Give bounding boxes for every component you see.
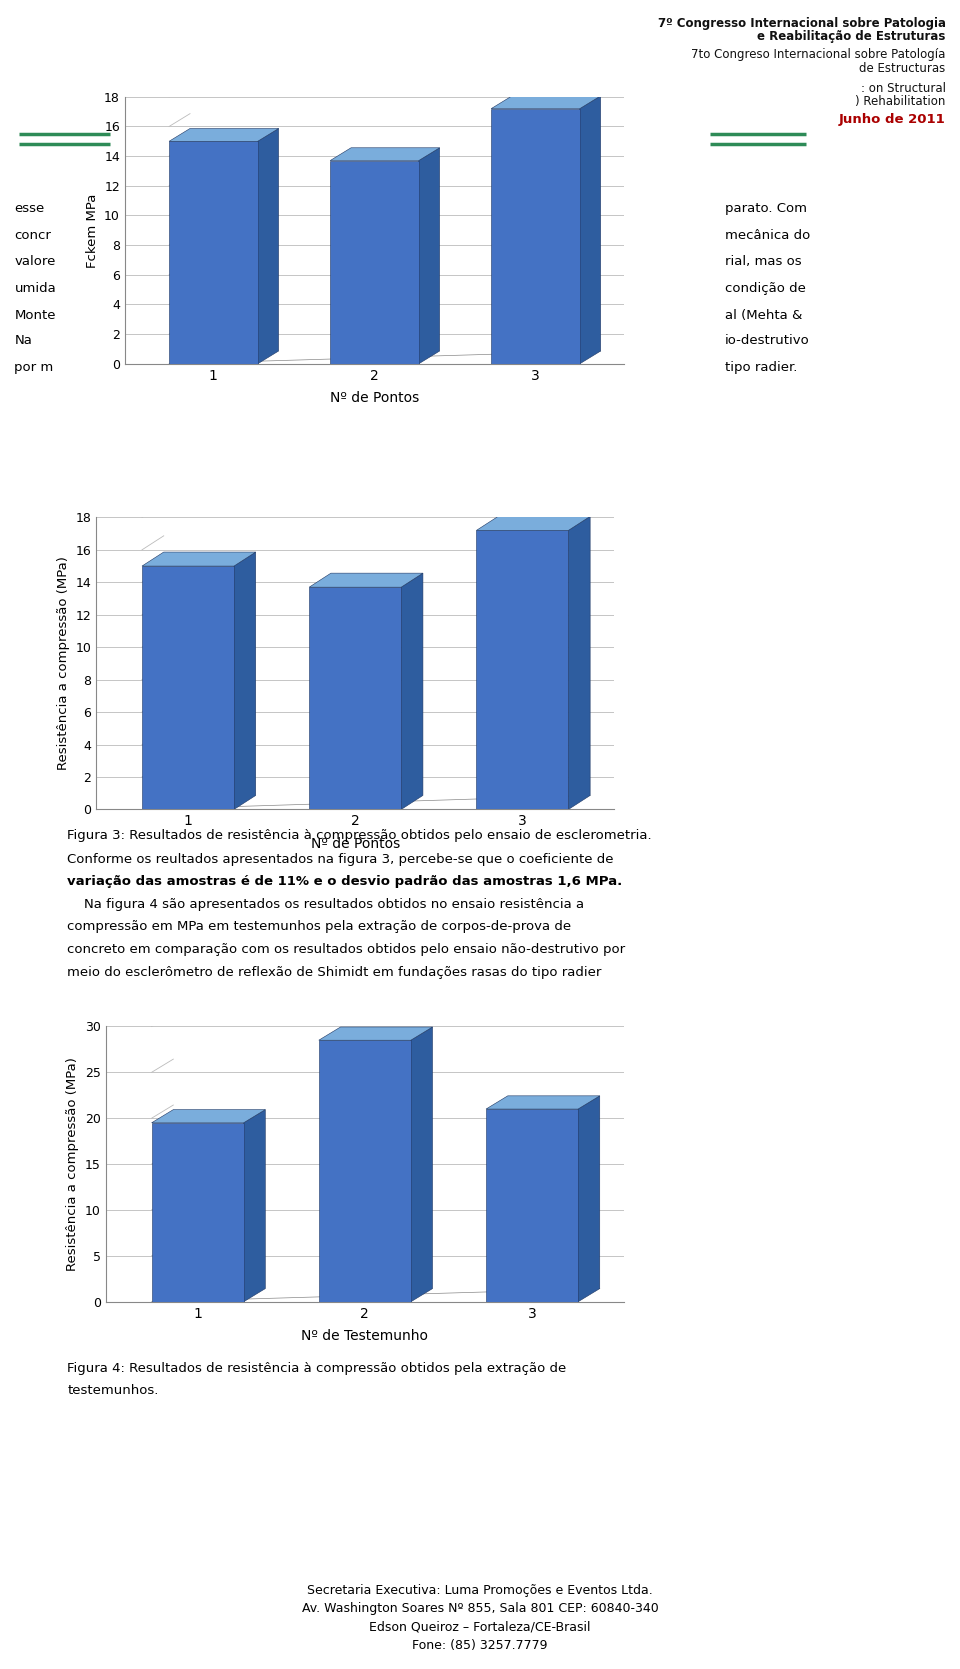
Bar: [309, 587, 401, 809]
Bar: [169, 142, 257, 364]
Text: valore: valore: [14, 255, 56, 269]
Text: al (Mehta &: al (Mehta &: [725, 309, 803, 322]
Text: esse: esse: [14, 202, 45, 215]
Polygon shape: [257, 129, 278, 364]
Text: Na: Na: [14, 334, 33, 347]
Bar: [476, 531, 568, 809]
Text: concr: concr: [14, 229, 51, 242]
Bar: [330, 160, 419, 364]
Text: Conforme os reultados apresentados na figura 3, percebe-se que o coeficiente de: Conforme os reultados apresentados na fi…: [67, 853, 613, 866]
Polygon shape: [330, 149, 440, 160]
Text: 7to Congreso Internacional sobre Patología: 7to Congreso Internacional sobre Patolog…: [691, 48, 946, 62]
Bar: [142, 566, 234, 809]
Text: Figura 3: Resultados de resistência à compressão obtidos pelo ensaio de esclerom: Figura 3: Resultados de resistência à co…: [67, 829, 652, 843]
Bar: [152, 1123, 244, 1302]
X-axis label: Nº de Pontos: Nº de Pontos: [311, 836, 399, 851]
Text: Av. Washington Soares Nº 855, Sala 801 CEP: 60840-340: Av. Washington Soares Nº 855, Sala 801 C…: [301, 1602, 659, 1616]
Polygon shape: [492, 95, 601, 108]
Polygon shape: [411, 1026, 433, 1302]
Text: 7º Congresso Internacional sobre Patologia: 7º Congresso Internacional sobre Patolog…: [658, 17, 946, 30]
Text: Na figura 4 são apresentados os resultados obtidos no ensaio resistência a: Na figura 4 são apresentados os resultad…: [67, 898, 585, 911]
Polygon shape: [152, 1110, 265, 1123]
Text: tipo radier.: tipo radier.: [725, 361, 797, 374]
Bar: [492, 108, 580, 364]
Text: : on Structural: : on Structural: [860, 82, 946, 95]
Polygon shape: [142, 552, 255, 566]
Polygon shape: [419, 149, 440, 364]
X-axis label: Nº de Pontos: Nº de Pontos: [330, 391, 419, 406]
Text: Figura 4: Resultados de resistência à compressão obtidos pela extração de: Figura 4: Resultados de resistência à co…: [67, 1362, 566, 1375]
Bar: [486, 1110, 578, 1302]
Polygon shape: [476, 516, 590, 531]
Text: condição de: condição de: [725, 282, 805, 295]
Text: Monte: Monte: [14, 309, 56, 322]
Bar: [319, 1040, 411, 1302]
Text: umida: umida: [14, 282, 56, 295]
Text: io-destrutivo: io-destrutivo: [725, 334, 809, 347]
Text: Edson Queiroz – Fortaleza/CE-Brasil: Edson Queiroz – Fortaleza/CE-Brasil: [370, 1621, 590, 1634]
Text: concreto em comparação com os resultados obtidos pelo ensaio não-destrutivo por: concreto em comparação com os resultados…: [67, 943, 625, 956]
Polygon shape: [401, 572, 423, 809]
Polygon shape: [319, 1026, 433, 1040]
Text: meio do esclerômetro de reflexão de Shimidt em fundações rasas do tipo radier: meio do esclerômetro de reflexão de Shim…: [67, 965, 602, 978]
Text: ) Rehabilitation: ) Rehabilitation: [855, 95, 946, 108]
X-axis label: Nº de Testemunho: Nº de Testemunho: [301, 1329, 428, 1344]
Text: mecânica do: mecânica do: [725, 229, 810, 242]
Text: rial, mas os: rial, mas os: [725, 255, 802, 269]
Y-axis label: Fckem MPa: Fckem MPa: [85, 194, 99, 267]
Text: variação das amostras é de 11% e o desvio padrão das amostras 1,6 MPa.: variação das amostras é de 11% e o desvi…: [67, 876, 622, 888]
Text: Junho de 2011: Junho de 2011: [839, 113, 946, 127]
Y-axis label: Resistência a compressão (MPa): Resistência a compressão (MPa): [57, 556, 70, 771]
Polygon shape: [244, 1110, 265, 1302]
Text: parato. Com: parato. Com: [725, 202, 806, 215]
Polygon shape: [169, 129, 278, 142]
Polygon shape: [578, 1097, 600, 1302]
Text: compressão em MPa em testemunhos pela extração de corpos-de-prova de: compressão em MPa em testemunhos pela ex…: [67, 921, 571, 933]
Text: por m: por m: [14, 361, 54, 374]
Text: Fone: (85) 3257.7779: Fone: (85) 3257.7779: [412, 1639, 548, 1652]
Text: e Reabilitação de Estruturas: e Reabilitação de Estruturas: [757, 30, 946, 43]
Text: de Estructuras: de Estructuras: [859, 62, 946, 75]
Polygon shape: [309, 572, 423, 587]
Polygon shape: [568, 516, 590, 809]
Y-axis label: Resistência a compressão (MPa): Resistência a compressão (MPa): [66, 1056, 80, 1272]
Text: Secretaria Executiva: Luma Promoções e Eventos Ltda.: Secretaria Executiva: Luma Promoções e E…: [307, 1584, 653, 1597]
Text: testemunhos.: testemunhos.: [67, 1385, 158, 1397]
Polygon shape: [580, 95, 601, 364]
Polygon shape: [486, 1097, 600, 1110]
Polygon shape: [234, 552, 255, 809]
